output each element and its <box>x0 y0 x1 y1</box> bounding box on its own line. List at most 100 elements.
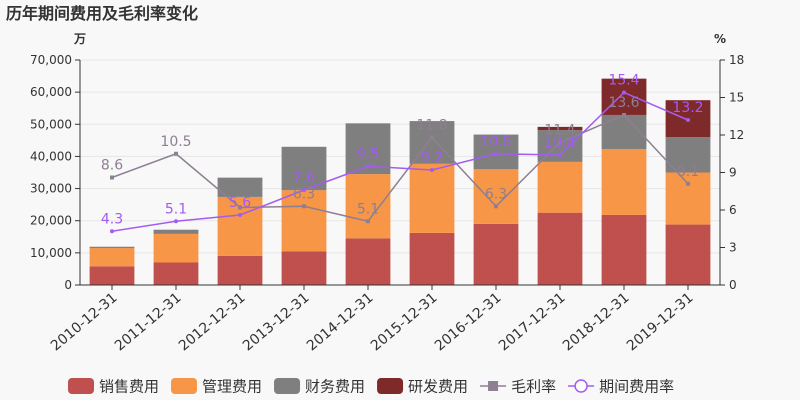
bar-segment <box>89 246 135 249</box>
data-label: 15.4 <box>608 73 639 89</box>
series-line <box>111 114 689 223</box>
bar-segment <box>601 149 647 215</box>
bar-segment <box>217 255 263 285</box>
series-marker <box>174 219 178 224</box>
x-tick-label: 2017-12-31 <box>496 290 569 355</box>
data-label: 5.1 <box>165 201 187 217</box>
bar-segment <box>281 190 327 252</box>
legend-label: 销售费用 <box>99 378 159 396</box>
bar-segment <box>601 214 647 285</box>
bar-segment <box>409 163 455 233</box>
left-tick-label: 40,000 <box>30 149 72 163</box>
x-tick-label: 2013-12-31 <box>240 290 313 355</box>
series-marker <box>558 140 562 145</box>
right-tick-label: 6 <box>729 203 737 217</box>
bar-segment <box>665 172 711 225</box>
x-tick-label: 2011-12-31 <box>112 290 185 355</box>
bar-segment <box>217 177 263 197</box>
right-tick-label: 18 <box>729 53 744 67</box>
data-label: 11.4 <box>544 123 575 139</box>
series-marker <box>238 213 242 217</box>
right-tick-label: 12 <box>729 128 744 142</box>
bar-segment <box>153 233 199 263</box>
x-tick-label: 2010-12-31 <box>48 290 121 355</box>
series-marker <box>302 188 306 192</box>
legend-label: 毛利率 <box>511 378 556 396</box>
bar-segment <box>153 262 199 285</box>
series-marker <box>494 204 498 209</box>
series-line <box>111 91 689 232</box>
legend-swatch <box>274 378 301 394</box>
left-tick-label: 50,000 <box>30 117 72 131</box>
legend-swatch <box>488 381 499 391</box>
data-label: 9.2 <box>421 150 443 166</box>
data-label: 8.6 <box>101 158 123 174</box>
right-tick-label: 9 <box>729 166 737 180</box>
chart-title: 历年期间费用及毛利率变化 <box>6 4 198 23</box>
right-axis-unit: % <box>714 32 726 46</box>
series-marker <box>110 229 114 234</box>
bar-segment <box>281 146 327 191</box>
legend-label: 管理费用 <box>202 378 262 396</box>
bar-segment <box>537 161 583 213</box>
legend-swatch <box>171 378 198 394</box>
right-tick-label: 15 <box>729 91 744 105</box>
series-marker <box>366 164 370 169</box>
legend-label: 研发费用 <box>408 378 468 396</box>
series-marker <box>430 135 434 140</box>
series-marker <box>686 118 690 122</box>
legend-swatch <box>574 379 588 393</box>
series-marker <box>494 151 498 156</box>
x-tick-label: 2018-12-31 <box>560 290 633 355</box>
left-axis-unit: 万 <box>73 32 86 46</box>
series-marker <box>622 113 626 117</box>
data-label: 6.3 <box>293 186 315 202</box>
bar-segment <box>537 212 583 285</box>
data-label: 9.5 <box>357 146 379 162</box>
bar-segment <box>89 248 135 267</box>
left-tick-label: 60,000 <box>30 85 72 99</box>
left-tick-label: 10,000 <box>30 246 72 260</box>
data-label: 13.6 <box>608 95 639 111</box>
bar-segment <box>601 78 647 115</box>
series-marker <box>302 204 306 209</box>
bar-segment <box>665 137 711 173</box>
bar-segment <box>345 174 391 239</box>
data-label: 10.4 <box>544 135 575 151</box>
series-marker <box>366 219 370 224</box>
data-label: 5.1 <box>357 201 379 217</box>
bar-segment <box>473 223 519 285</box>
bar-segment <box>665 224 711 285</box>
series-marker <box>686 181 690 186</box>
legend-swatch <box>68 378 94 394</box>
data-label: 10.5 <box>480 134 511 150</box>
data-label: 10.5 <box>160 134 191 150</box>
right-tick-label: 3 <box>729 241 737 255</box>
data-label: 7.6 <box>293 170 315 186</box>
bar-segment <box>345 238 391 285</box>
x-tick-label: 2016-12-31 <box>432 290 505 355</box>
series-marker <box>558 153 562 157</box>
series-marker <box>238 205 242 210</box>
data-label: 8.1 <box>677 164 699 180</box>
legend-label: 财务费用 <box>305 378 365 396</box>
left-tick-label: 70,000 <box>30 53 72 67</box>
right-tick-label: 0 <box>729 278 737 292</box>
x-tick-label: 2014-12-31 <box>304 290 377 355</box>
series-marker <box>174 151 178 156</box>
data-label: 4.3 <box>101 211 123 227</box>
x-tick-label: 2015-12-31 <box>368 290 441 355</box>
left-tick-label: 30,000 <box>30 182 72 196</box>
data-label: 6.3 <box>485 186 507 202</box>
legend-label: 期间费用率 <box>599 378 674 396</box>
bar-segment <box>153 229 199 234</box>
bar-segment <box>409 232 455 285</box>
left-tick-label: 0 <box>64 278 72 292</box>
data-label: 11.8 <box>416 118 447 134</box>
bar-segment <box>281 251 327 285</box>
x-tick-label: 2012-12-31 <box>176 290 249 355</box>
data-label: 5.6 <box>229 195 251 211</box>
bar-segment <box>537 126 583 131</box>
